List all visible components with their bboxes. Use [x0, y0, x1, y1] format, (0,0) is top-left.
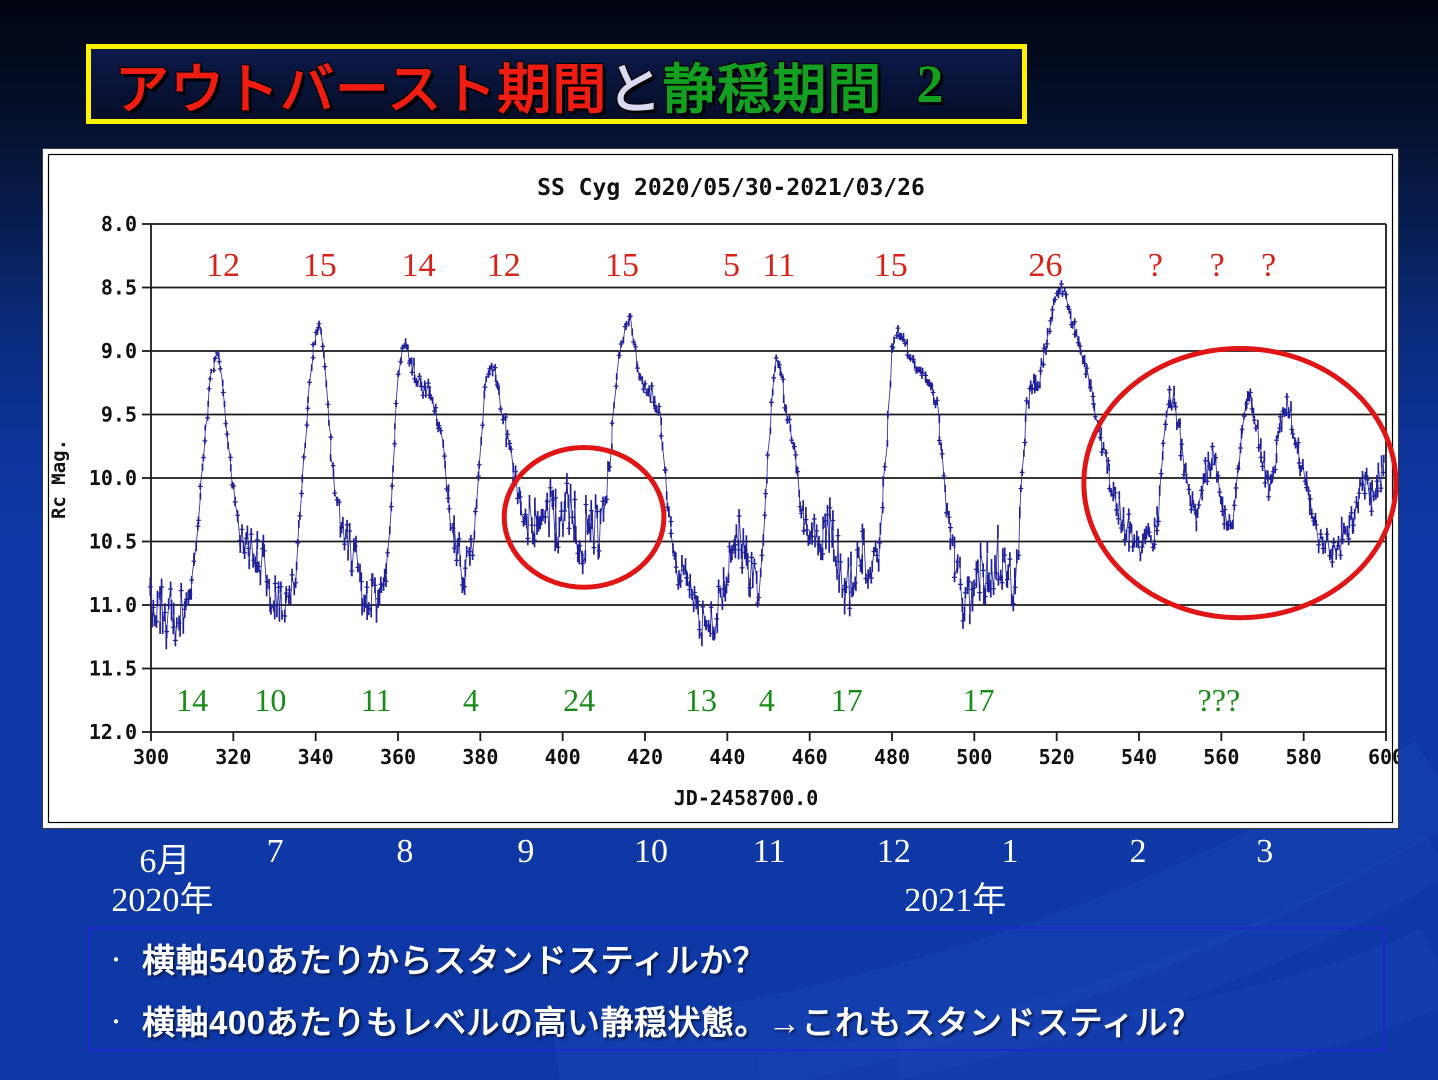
svg-text:10.0: 10.0 [89, 466, 137, 490]
bullet-icon: ・ [106, 949, 126, 972]
svg-text:11.5: 11.5 [89, 657, 137, 681]
svg-text:11.0: 11.0 [89, 593, 137, 617]
svg-text:320: 320 [215, 745, 251, 769]
month-label: 2 [1129, 833, 1147, 870]
svg-text:14: 14 [402, 247, 436, 284]
svg-text:340: 340 [298, 745, 334, 769]
svg-text:440: 440 [709, 745, 745, 769]
month-label: 9 [517, 833, 535, 870]
svg-text:400: 400 [545, 745, 581, 769]
svg-text:11: 11 [361, 682, 392, 718]
title-quiescence-period-text: 静穏期間 [662, 59, 883, 120]
svg-text:?: ? [1261, 247, 1276, 284]
svg-text:4: 4 [463, 682, 479, 718]
svg-text:500: 500 [956, 745, 992, 769]
light-curve-chart-panel: 8.0 8.5 9.0 9.5 10.0 10.5 11.0 11.5 12.0 300 320 34… [42, 148, 1404, 829]
svg-text:480: 480 [874, 745, 910, 769]
svg-text:420: 420 [627, 745, 663, 769]
quiescence-count-labels: 14 10 11 4 24 13 4 17 17??? [176, 682, 1240, 718]
plot-image-frame [47, 153, 1394, 824]
svg-text:24: 24 [563, 682, 595, 718]
swoosh-band-3 [896, 928, 1438, 1080]
month-label: 10 [633, 833, 668, 870]
month-label: 1 [1001, 833, 1019, 870]
highlight-ellipse-1 [501, 445, 667, 590]
svg-text:10.5: 10.5 [89, 530, 137, 554]
svg-text:540: 540 [1121, 745, 1157, 769]
bullet-icon: ・ [106, 1011, 126, 1034]
month-label: 7 [266, 833, 284, 870]
notes-box: ・ 横軸540あたりからスタンドスティルか？ ・ 横軸400あたりもレベルの高い… [88, 927, 1385, 1051]
svg-text:10: 10 [254, 682, 286, 718]
swoosh-band-1 [553, 741, 1438, 1080]
svg-text:12: 12 [206, 247, 240, 284]
highlight-ellipse-2 [1081, 345, 1399, 621]
svg-text:380: 380 [462, 745, 498, 769]
svg-text:12: 12 [487, 247, 521, 284]
svg-text:12.0: 12.0 [89, 720, 137, 744]
svg-text:5: 5 [723, 247, 740, 284]
year-axis-row: 2020年 2021年 [0, 872, 1438, 919]
note-text-2: 横軸400あたりもレベルの高い静穏状態。→これもスタンドスティル？ [142, 1004, 1202, 1041]
svg-text:460: 460 [792, 745, 828, 769]
title-outburst-period-text: アウトバースト期間 [115, 59, 608, 120]
month-axis-row: 6月 7 8 9 10 11 12 1 2 3 [0, 833, 1438, 880]
note-text-1: 横軸540あたりからスタンドスティルか？ [142, 942, 767, 979]
svg-text:520: 520 [1039, 745, 1075, 769]
title-connector-text: と [607, 59, 663, 120]
svg-text:17: 17 [831, 682, 863, 718]
month-label: 11 [752, 833, 786, 870]
outburst-count-labels: 12 15 14 12 15 5 11 15 26??? [206, 247, 1276, 284]
svg-text:8.0: 8.0 [101, 212, 137, 236]
title-slide-number: 2 [916, 54, 945, 114]
month-label: 3 [1256, 833, 1274, 870]
svg-text:26: 26 [1029, 247, 1063, 284]
svg-text:?: ? [1210, 247, 1225, 284]
svg-text:???: ??? [1198, 682, 1241, 718]
svg-text:8.5: 8.5 [101, 276, 137, 300]
svg-text:360: 360 [380, 745, 416, 769]
month-label: 8 [396, 833, 414, 870]
svg-text:560: 560 [1203, 745, 1239, 769]
svg-text:580: 580 [1286, 745, 1322, 769]
slide-title-box: アウトバースト期間と静穏期間 2 [86, 44, 1027, 124]
svg-text:13: 13 [685, 682, 717, 718]
year-label: 2020年 [111, 882, 214, 919]
note-line-2: ・ 横軸400あたりもレベルの高い静穏状態。→これもスタンドスティル？ [90, 996, 1383, 1044]
svg-text:300: 300 [133, 745, 169, 769]
svg-text:14: 14 [176, 682, 208, 718]
year-label: 2021年 [904, 882, 1007, 919]
svg-text:15: 15 [874, 247, 908, 284]
svg-text:9.0: 9.0 [101, 339, 137, 363]
svg-text:?: ? [1148, 247, 1163, 284]
chart-title: SS Cyg 2020/05/30-2021/03/26 [537, 175, 925, 201]
swoosh-band-2 [756, 835, 1438, 1080]
note-line-1: ・ 横軸540あたりからスタンドスティルか？ [90, 934, 1383, 982]
svg-text:15: 15 [303, 247, 337, 284]
month-label: 6月 [139, 843, 191, 880]
month-label: 12 [876, 833, 911, 870]
svg-text:9.5: 9.5 [101, 403, 137, 427]
x-axis-label: JD-2458700.0 [674, 786, 819, 810]
svg-text:4: 4 [759, 682, 775, 718]
svg-text:15: 15 [605, 247, 639, 284]
svg-text:17: 17 [962, 682, 994, 718]
svg-text:600: 600 [1368, 745, 1398, 769]
svg-text:11: 11 [762, 247, 795, 284]
y-axis-label: Rc Mag. [48, 439, 70, 519]
data-series-ss-cyg [147, 280, 1386, 650]
